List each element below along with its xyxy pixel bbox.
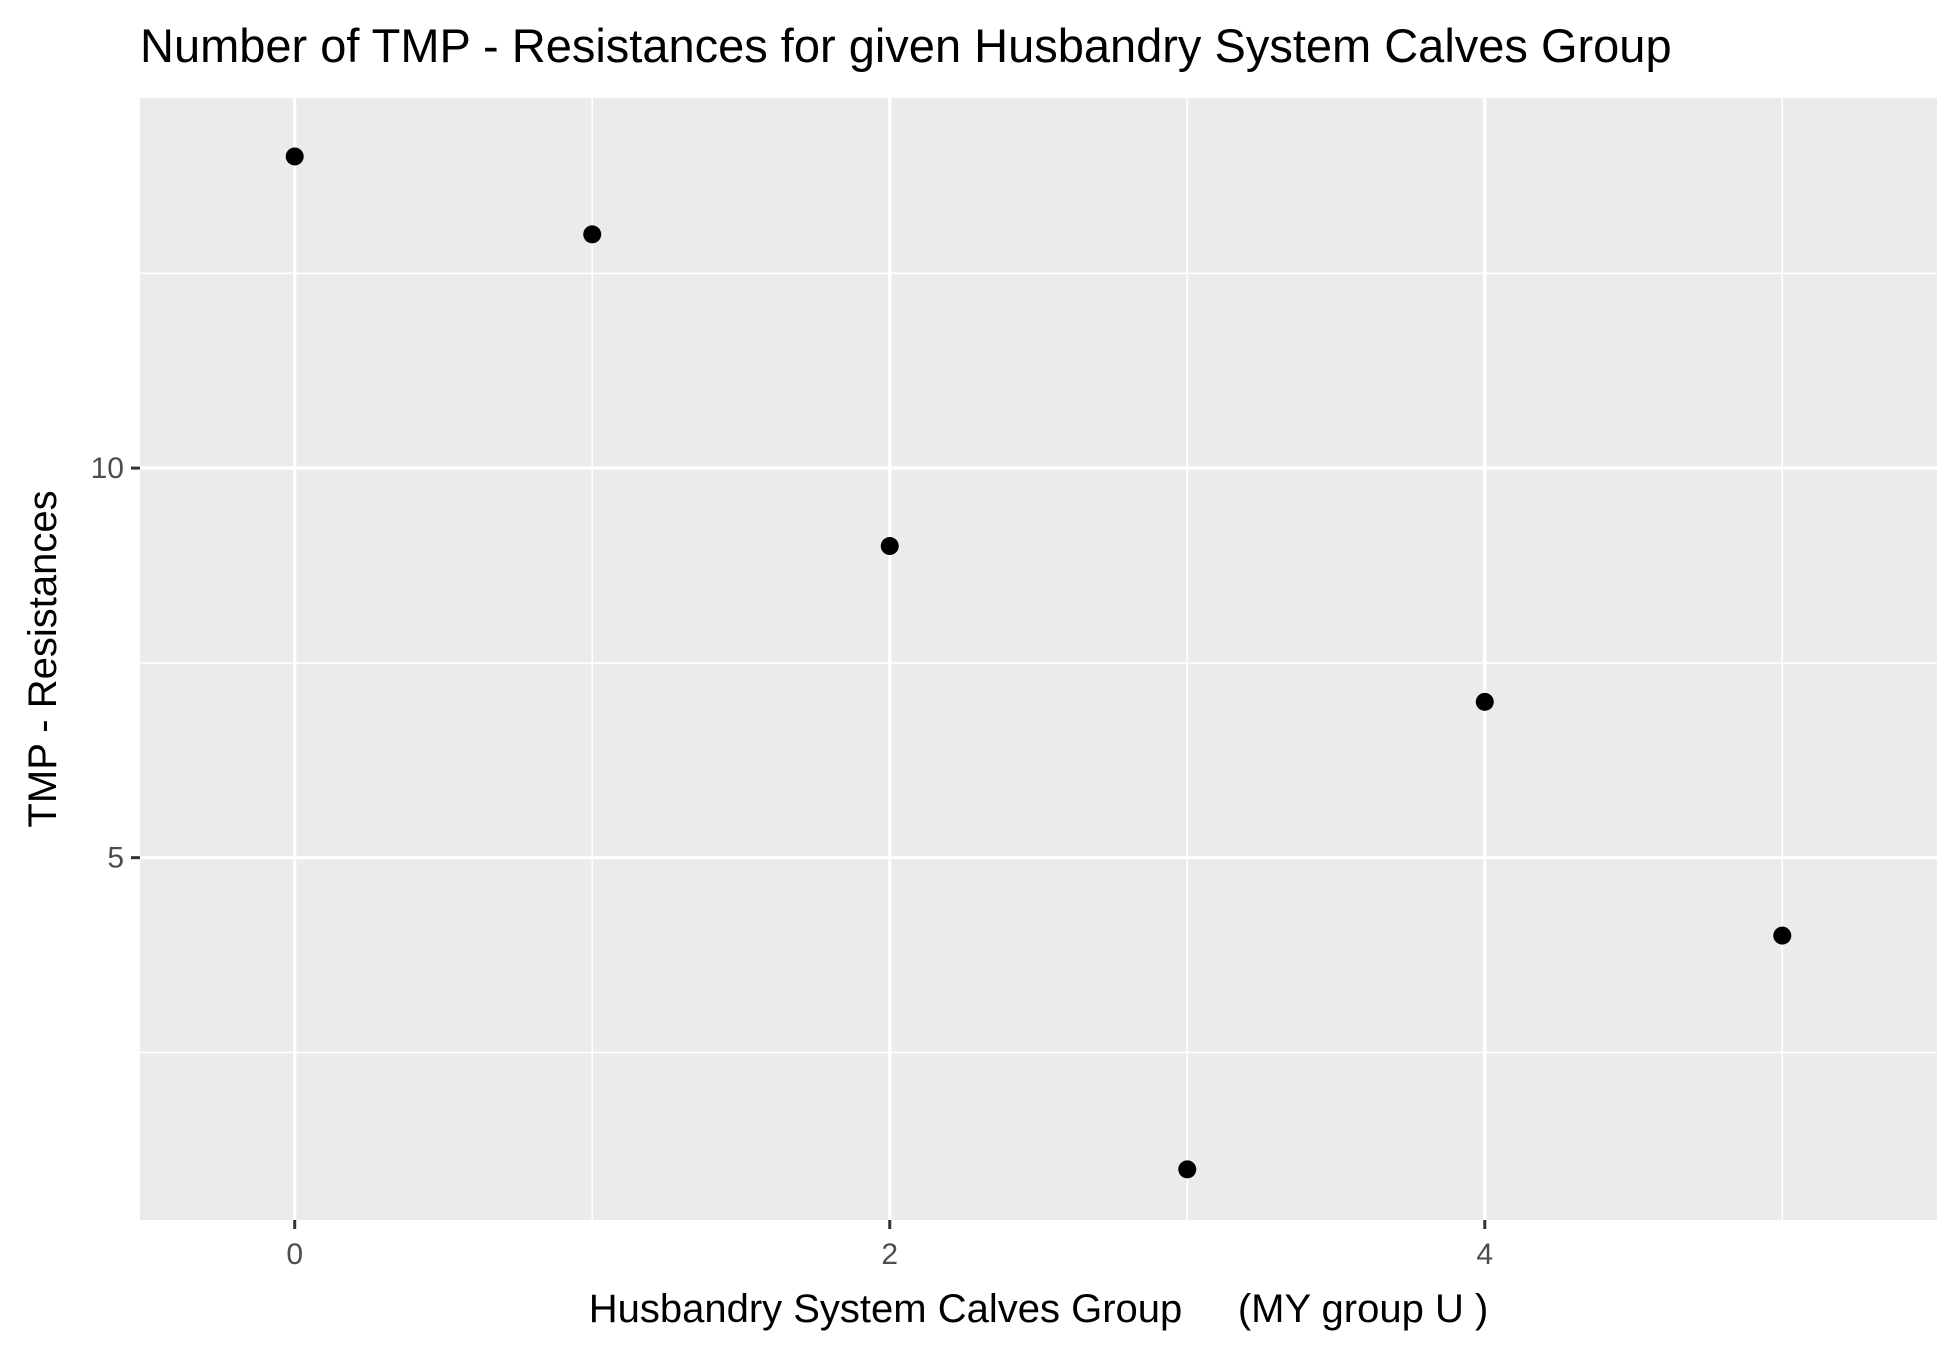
y-tick-label: 10 <box>91 452 124 485</box>
x-tick-label: 4 <box>1476 1238 1493 1271</box>
x-tick-label: 0 <box>286 1238 303 1271</box>
x-axis-label: Husbandry System Calves Group (MY group … <box>589 1287 1489 1331</box>
major-gridlines <box>140 98 1937 1220</box>
y-axis-label: TMP - Resistances <box>21 490 65 827</box>
x-axis: 0 2 4 <box>286 1220 1493 1271</box>
chart-title: Number of TMP - Resistances for given Hu… <box>140 19 1672 72</box>
minor-gridlines <box>140 98 1937 1220</box>
data-point <box>1178 1160 1197 1179</box>
x-tick-label: 2 <box>881 1238 898 1271</box>
data-point <box>1773 926 1792 945</box>
data-point <box>583 225 602 244</box>
data-point <box>880 537 899 556</box>
data-points <box>285 147 1792 1179</box>
data-point <box>285 147 304 166</box>
panel-background <box>140 98 1937 1220</box>
data-point <box>1475 692 1494 711</box>
y-tick-label: 5 <box>107 842 124 875</box>
y-axis: 5 10 <box>91 452 140 875</box>
